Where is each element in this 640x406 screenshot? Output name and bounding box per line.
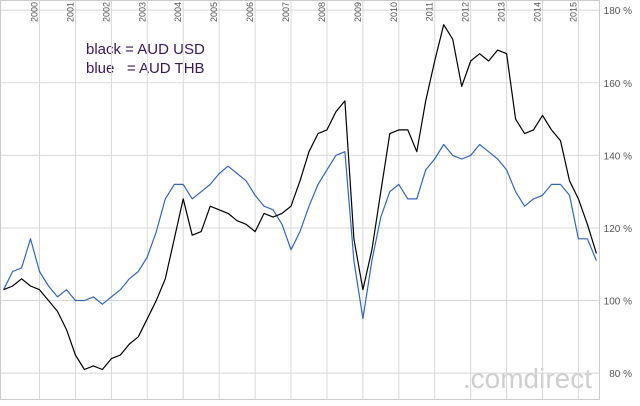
x-tick-label: 2004 — [173, 2, 183, 22]
watermark: .comdirect — [463, 363, 592, 394]
x-tick-label: 2014 — [533, 2, 543, 22]
y-tick-label: 80 % — [609, 369, 632, 380]
y-tick-label: 160 % — [604, 79, 632, 90]
y-tick-label: 140 % — [604, 151, 632, 162]
annotation: black = AUD USD — [86, 41, 205, 58]
x-tick-label: 2001 — [65, 2, 75, 22]
plot-frame — [0, 0, 600, 400]
annotation: blue = AUD THB — [86, 60, 205, 77]
x-tick-label: 2008 — [317, 2, 327, 22]
x-tick-label: 2006 — [245, 2, 255, 22]
x-tick-label: 2010 — [389, 2, 399, 22]
x-tick-label: 2015 — [568, 2, 578, 22]
x-tick-label: 2009 — [353, 2, 363, 22]
x-tick-label: 2007 — [281, 2, 291, 22]
series-line — [3, 143, 597, 320]
x-tick-label: 2002 — [101, 2, 111, 22]
x-tick-label: 2013 — [497, 2, 507, 22]
x-tick-label: 2011 — [425, 2, 435, 21]
y-tick-label: 180 % — [604, 6, 632, 17]
x-tick-label: 2003 — [137, 2, 147, 22]
x-tick-label: 2012 — [461, 2, 471, 22]
y-tick-label: 120 % — [604, 224, 632, 235]
y-tick-label: 100 % — [604, 297, 632, 308]
x-tick-label: 2005 — [209, 2, 219, 22]
series-line — [3, 24, 597, 371]
x-tick-label: 2000 — [30, 2, 40, 22]
